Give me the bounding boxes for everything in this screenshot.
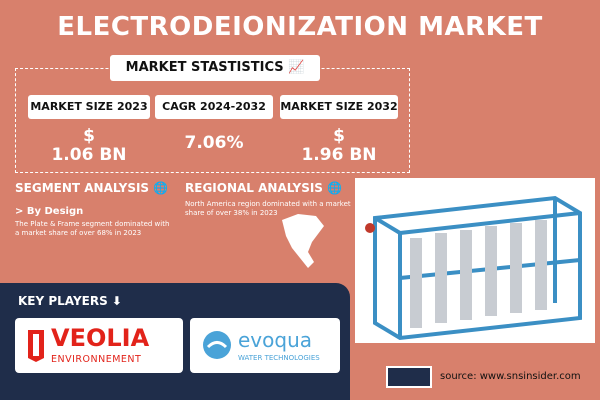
logo-tagline: WATER TECHNOLOGIES <box>238 354 320 362</box>
brand-logo <box>386 366 432 388</box>
logo: VEOLIA ENVIRONNEMENT <box>15 318 183 373</box>
logo: evoqua WATER TECHNOLOGIES <box>190 318 340 373</box>
stat-value: 1.06 BN <box>51 145 127 165</box>
product-image <box>355 178 595 343</box>
regional-text: North America region dominated with a ma… <box>185 200 351 217</box>
frame <box>15 68 410 173</box>
subtitle: MARKET STASTISTICS <box>125 60 284 75</box>
title: ELECTRODEIONIZATION MARKET <box>57 12 543 42</box>
stat-value: 7.06% <box>184 133 244 153</box>
regional-title: REGIONAL ANALYSIS 🌐 <box>185 181 343 195</box>
heading: KEY PLAYERS <box>18 294 108 308</box>
logo-icon <box>28 330 44 362</box>
logo-icon <box>203 331 231 359</box>
subtitle-pill: MARKET STASTISTICS 📈 <box>110 55 320 81</box>
map <box>282 214 324 268</box>
segment-subtitle: > By Design <box>15 206 84 217</box>
stat-value: 1.96 BN <box>301 145 377 165</box>
stat-label: MARKET SIZE 2032 <box>280 95 398 119</box>
heading: REGIONAL ANALYSIS <box>185 181 323 195</box>
logo-name: VEOLIA <box>51 324 150 352</box>
stat-label: MARKET SIZE 2023 <box>28 95 150 119</box>
segment-text: The Plate & Frame segment dominated with… <box>15 220 170 237</box>
source: source: www.snsinsider.com <box>440 371 581 382</box>
segment-title: SEGMENT ANALYSIS 🌐 <box>15 181 169 195</box>
currency: $ <box>333 126 345 146</box>
logo-name: evoqua <box>238 328 313 352</box>
currency: $ <box>83 126 95 146</box>
stat-label: CAGR 2024-2032 <box>155 95 273 119</box>
logo-tagline: ENVIRONNEMENT <box>51 354 142 365</box>
icon: 📈 <box>288 60 305 75</box>
players-title: KEY PLAYERS ⬇ <box>18 294 122 308</box>
heading: SEGMENT ANALYSIS <box>15 181 150 195</box>
